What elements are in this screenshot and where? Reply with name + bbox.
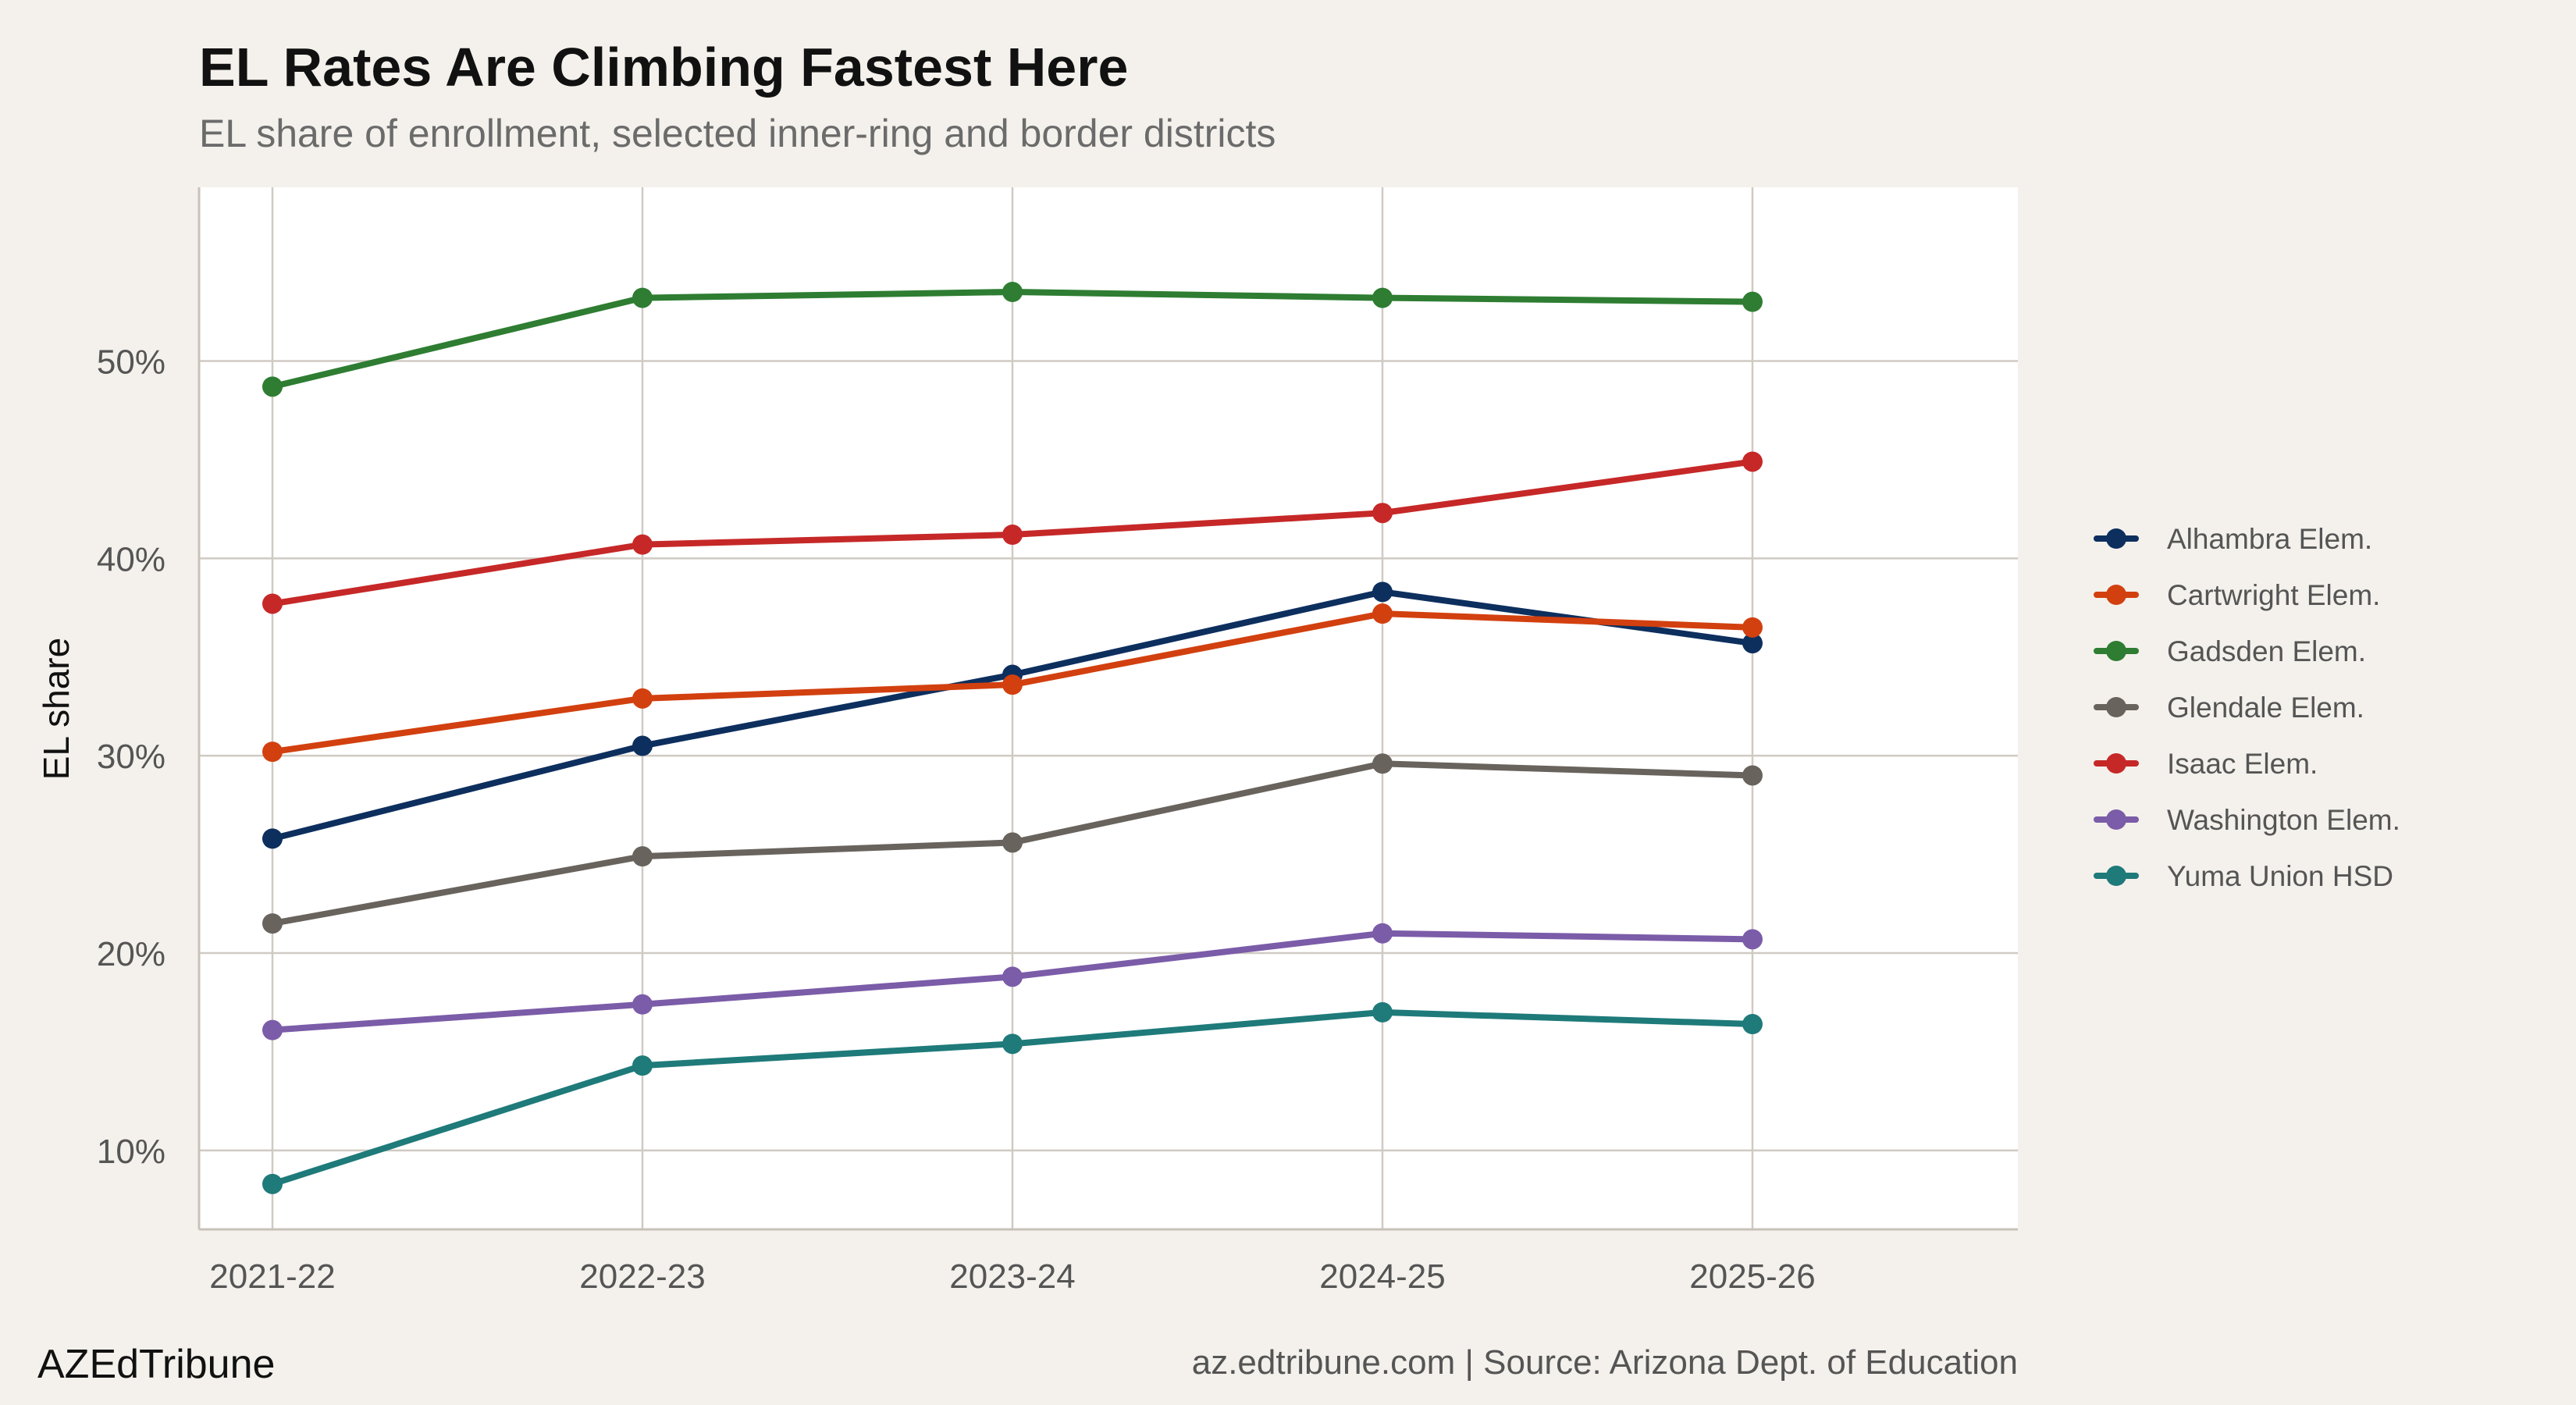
data-point bbox=[262, 376, 283, 397]
legend-label: Glendale Elem. bbox=[2167, 692, 2364, 724]
data-point bbox=[632, 994, 653, 1015]
data-point bbox=[262, 742, 283, 763]
legend: Alhambra Elem. Cartwright Elem. Gadsden El… bbox=[2094, 523, 2400, 892]
legend-item: Alhambra Elem. bbox=[2094, 523, 2372, 555]
data-point bbox=[1742, 291, 1763, 312]
grid bbox=[199, 187, 2018, 1229]
source-credit: az.edtribune.com | Source: Arizona Dept.… bbox=[1192, 1343, 2018, 1382]
data-point bbox=[262, 1173, 283, 1194]
data-point bbox=[1002, 1033, 1023, 1055]
legend-swatch-point bbox=[2106, 753, 2126, 774]
legend-item: Cartwright Elem. bbox=[2094, 579, 2380, 611]
data-point bbox=[262, 828, 283, 849]
data-point bbox=[1742, 1014, 1763, 1035]
data-point bbox=[1372, 753, 1393, 774]
y-axis-ticks: 10% 20% 30% 40% 50% bbox=[97, 343, 165, 1171]
data-point bbox=[1372, 1001, 1393, 1023]
data-point bbox=[1742, 451, 1763, 472]
data-point bbox=[1002, 674, 1023, 695]
y-tick-label: 20% bbox=[97, 935, 165, 973]
legend-item: Gadsden Elem. bbox=[2094, 635, 2366, 667]
legend-label: Isaac Elem. bbox=[2167, 748, 2318, 780]
data-point bbox=[1002, 282, 1023, 303]
data-point bbox=[1002, 966, 1023, 987]
legend-swatch-point bbox=[2106, 585, 2126, 605]
x-axis-ticks: 2021-22 2022-23 2023-24 2024-25 2025-26 bbox=[209, 1257, 1815, 1296]
legend-label: Alhambra Elem. bbox=[2167, 523, 2372, 555]
legend-item: Washington Elem. bbox=[2094, 804, 2400, 836]
chart-title: EL Rates Are Climbing Fastest Here bbox=[199, 37, 1128, 98]
data-point bbox=[632, 688, 653, 709]
legend-label: Gadsden Elem. bbox=[2167, 635, 2366, 667]
chart-subtitle: EL share of enrollment, selected inner-r… bbox=[199, 112, 1276, 155]
legend-swatch-point bbox=[2106, 697, 2126, 717]
data-point bbox=[1742, 617, 1763, 638]
data-point bbox=[1372, 603, 1393, 624]
y-tick-label: 40% bbox=[97, 540, 165, 578]
data-point bbox=[632, 846, 653, 867]
brand-logo-text: AZEdTribune bbox=[37, 1342, 275, 1387]
legend-swatch-point bbox=[2106, 809, 2126, 830]
data-point bbox=[1372, 503, 1393, 524]
y-tick-label: 50% bbox=[97, 343, 165, 382]
y-tick-label: 10% bbox=[97, 1133, 165, 1171]
data-point bbox=[262, 913, 283, 934]
data-point bbox=[632, 287, 653, 308]
x-tick-label: 2023-24 bbox=[949, 1257, 1075, 1296]
legend-swatch-point bbox=[2106, 866, 2126, 886]
data-point bbox=[1742, 929, 1763, 950]
series-group bbox=[262, 282, 1763, 397]
legend-item: Isaac Elem. bbox=[2094, 748, 2318, 780]
x-tick-label: 2025-26 bbox=[1689, 1257, 1815, 1296]
data-point bbox=[1002, 525, 1023, 545]
plot-panel bbox=[199, 187, 2018, 1229]
series-group bbox=[262, 603, 1763, 763]
data-point bbox=[632, 534, 653, 555]
data-point bbox=[1372, 923, 1393, 944]
data-point bbox=[632, 1055, 653, 1076]
data-point bbox=[262, 593, 283, 614]
data-point bbox=[1372, 287, 1393, 308]
legend-item: Yuma Union HSD bbox=[2094, 860, 2393, 892]
data-point bbox=[1742, 633, 1763, 654]
series-layer bbox=[262, 282, 1763, 1194]
y-tick-label: 30% bbox=[97, 738, 165, 776]
data-point bbox=[1372, 582, 1393, 603]
x-tick-label: 2024-25 bbox=[1319, 1257, 1445, 1296]
x-tick-label: 2021-22 bbox=[209, 1257, 335, 1296]
y-axis-title: EL share bbox=[36, 638, 76, 780]
legend-label: Cartwright Elem. bbox=[2167, 579, 2380, 611]
data-point bbox=[1742, 765, 1763, 786]
legend-label: Yuma Union HSD bbox=[2167, 860, 2393, 892]
legend-item: Glendale Elem. bbox=[2094, 692, 2364, 724]
legend-swatch-point bbox=[2106, 641, 2126, 661]
x-tick-label: 2022-23 bbox=[579, 1257, 705, 1296]
series-group bbox=[262, 451, 1763, 614]
series-group bbox=[262, 1001, 1763, 1194]
data-point bbox=[1002, 832, 1023, 853]
series-group bbox=[262, 923, 1763, 1040]
data-point bbox=[632, 735, 653, 756]
data-point bbox=[262, 1019, 283, 1040]
series-group bbox=[262, 753, 1763, 934]
legend-swatch-point bbox=[2106, 528, 2126, 549]
legend-label: Washington Elem. bbox=[2167, 804, 2400, 836]
